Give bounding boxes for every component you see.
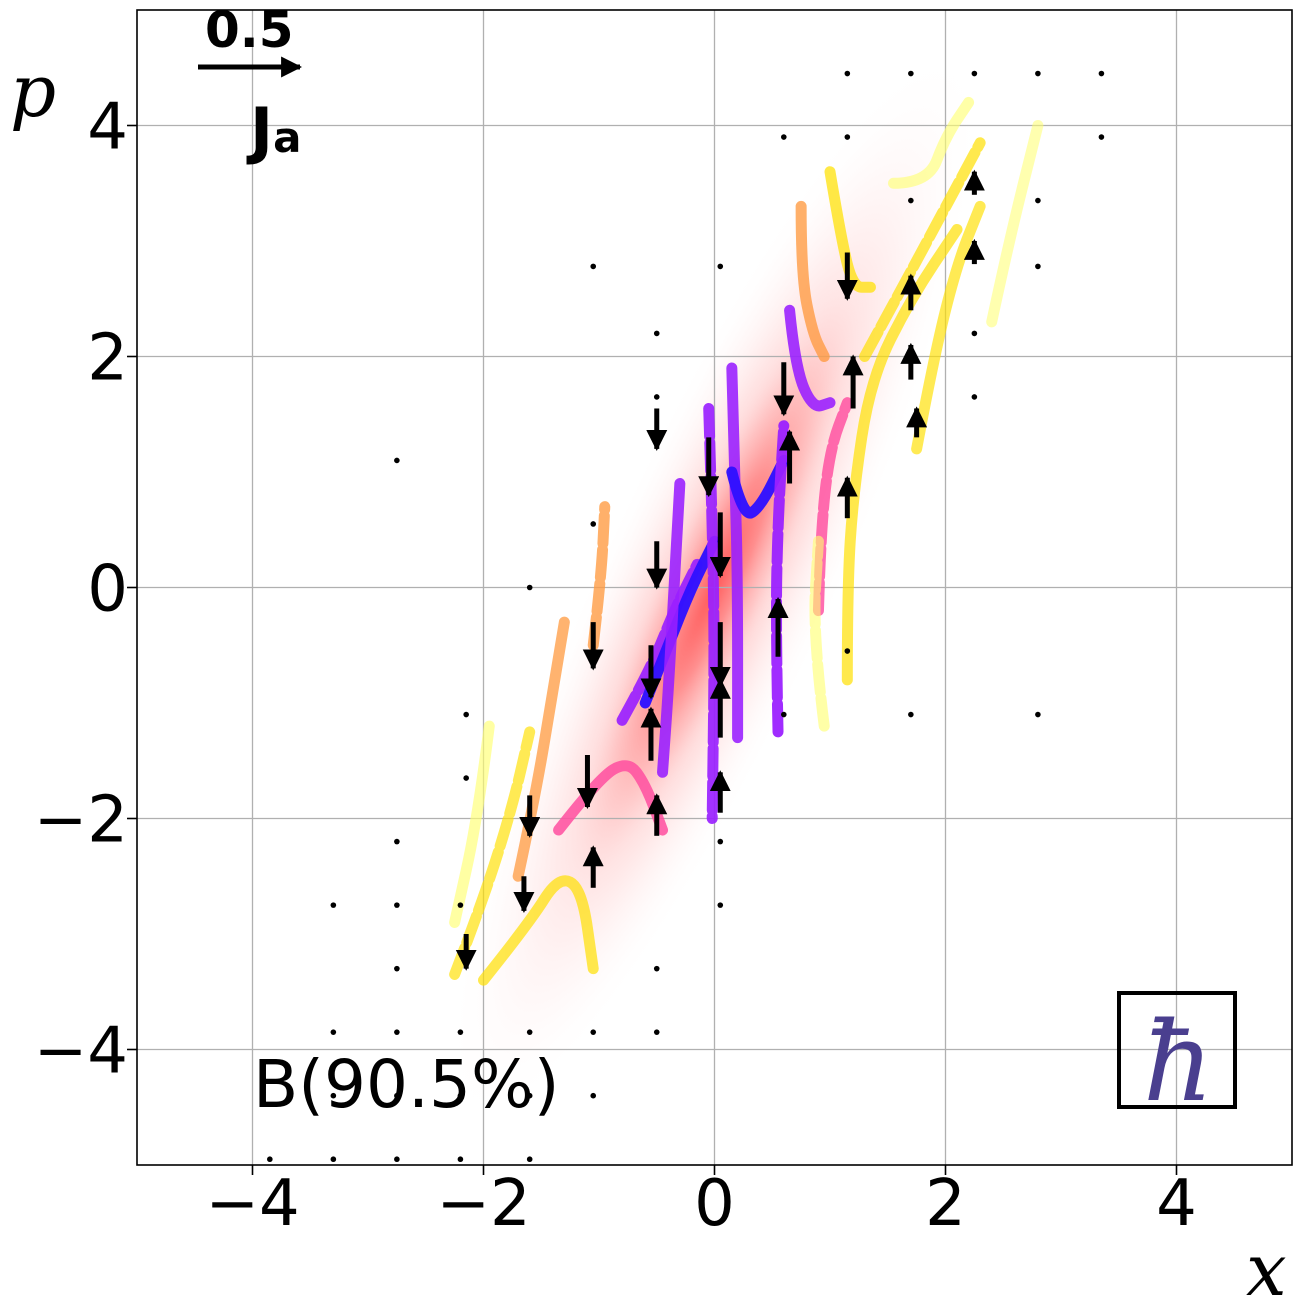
scale-symbol-main: J <box>246 94 273 167</box>
x-tick-label: −4 <box>205 1167 299 1241</box>
vector-dot <box>717 263 724 270</box>
vector-dot <box>590 521 597 527</box>
vector-dot <box>457 902 464 908</box>
vector-dot <box>590 263 597 270</box>
vector-dot <box>844 134 851 140</box>
streamline <box>986 120 1044 328</box>
vector-dot <box>590 1029 597 1035</box>
hbar-box <box>1117 991 1237 1109</box>
vector-dot <box>590 1092 597 1099</box>
vector-dot <box>908 711 914 718</box>
vector-dot <box>908 197 914 204</box>
streamline <box>726 454 790 519</box>
x-tick-label: 2 <box>925 1167 966 1241</box>
vector-dot <box>844 648 851 654</box>
vector-dot <box>1035 197 1041 204</box>
y-tick-label: −2 <box>34 784 128 858</box>
vector-dot <box>653 394 660 400</box>
vector-dot <box>394 838 400 845</box>
vector-dot <box>971 70 978 77</box>
vector-dot <box>653 330 660 337</box>
streamline <box>449 726 536 980</box>
streamline <box>770 420 790 738</box>
streamline <box>616 558 703 726</box>
y-tick-label: 2 <box>87 322 128 396</box>
hbar-badge: ħ <box>1117 991 1237 1126</box>
vector-dot <box>526 1029 533 1035</box>
vector-dot <box>330 1092 337 1099</box>
streamline <box>726 362 744 744</box>
streamline <box>911 200 986 455</box>
streamline <box>888 96 975 189</box>
vector-dot <box>457 1029 464 1035</box>
vector-dot <box>394 902 400 908</box>
streamline <box>841 223 963 686</box>
vector-dot <box>1035 711 1041 718</box>
vector-dot <box>394 1156 400 1163</box>
vector-dot <box>971 394 978 400</box>
scale-symbol: Ja <box>246 94 301 167</box>
streamline <box>639 535 720 709</box>
vector-dot <box>781 711 787 718</box>
vector-dot <box>394 1092 400 1099</box>
vector-dot <box>330 902 337 908</box>
vector-dot <box>1035 263 1041 270</box>
streamline <box>859 137 986 362</box>
vector-dot <box>457 1092 464 1099</box>
vector-dot <box>394 1029 400 1035</box>
streamline <box>478 875 599 986</box>
vector-dot <box>908 70 914 77</box>
streamline <box>784 304 836 412</box>
vector-dot <box>526 1092 533 1099</box>
x-tick-label: 0 <box>694 1167 735 1241</box>
annotation-label: B(90.5%) <box>253 1046 559 1123</box>
streamline <box>657 478 686 778</box>
vector-dot <box>394 457 400 464</box>
hbar-symbol: ħ <box>1143 998 1214 1126</box>
y-tick-label: 4 <box>87 91 128 165</box>
vector-dot <box>653 965 660 972</box>
vector-dot <box>781 134 787 140</box>
streamline <box>795 200 830 362</box>
vector-dot <box>1035 70 1041 77</box>
vector-dot <box>971 330 978 337</box>
vector-dot <box>463 775 469 781</box>
streamline <box>809 535 830 732</box>
scale-value-label: 0.5 <box>205 1 294 59</box>
vector-dot <box>844 70 851 77</box>
scale-key: 0.5 Ja <box>198 1 303 167</box>
vector-dot <box>1098 134 1105 140</box>
vector-dot <box>463 711 469 718</box>
vector-dot <box>267 1156 273 1163</box>
vector-dot <box>330 1029 337 1035</box>
vector-dot <box>330 1156 337 1163</box>
x-tick-label: 4 <box>1156 1167 1197 1241</box>
y-tick-label: −4 <box>34 1015 128 1089</box>
y-tick-label: 0 <box>87 553 128 627</box>
streamline <box>449 720 495 928</box>
vector-dot <box>457 1156 464 1163</box>
vector-dot <box>394 965 400 972</box>
vector-dot <box>526 584 533 591</box>
scale-symbol-subscript: a <box>273 113 301 162</box>
x-tick-label: −2 <box>436 1167 530 1241</box>
vector-dot <box>526 1156 533 1163</box>
x-axis-label: x <box>1246 1228 1287 1312</box>
y-axis-label: p <box>10 49 56 133</box>
vector-dot <box>653 1029 660 1035</box>
vector-dot <box>1098 70 1105 77</box>
vector-dot <box>717 838 724 845</box>
vector-dot <box>717 902 724 908</box>
